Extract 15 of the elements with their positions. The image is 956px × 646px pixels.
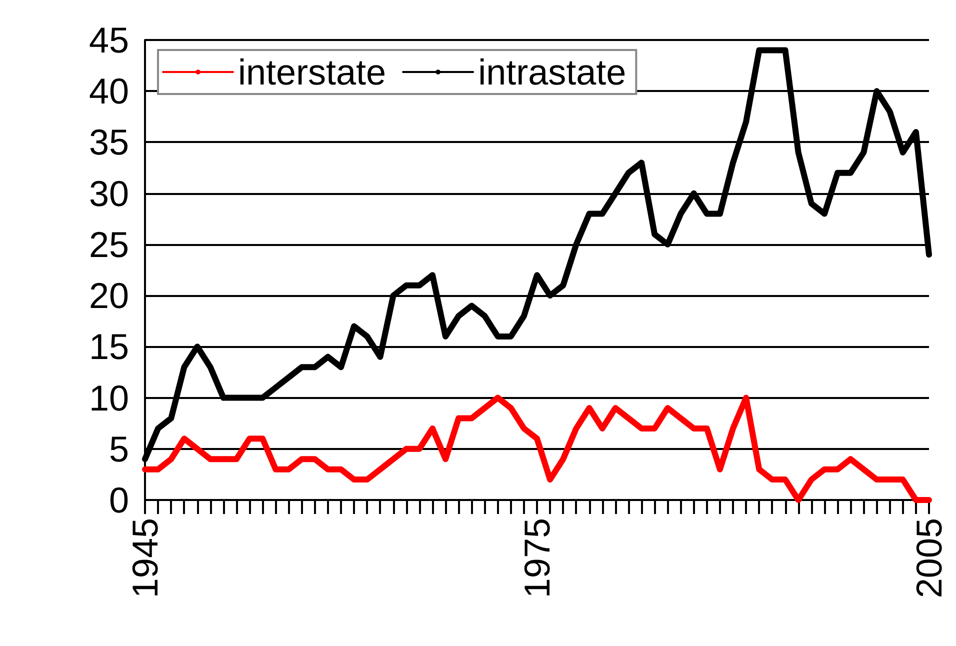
y-tick-label: 30: [88, 172, 129, 214]
y-tick-label: 20: [88, 275, 129, 316]
y-tick-label: 5: [108, 428, 129, 470]
x-tick-label: 2005: [908, 518, 950, 598]
x-tick-label: 1945: [124, 518, 166, 598]
y-tick-label: 40: [88, 70, 129, 112]
y-tick-label: 15: [88, 326, 129, 368]
y-tick-label: 35: [88, 122, 129, 163]
x-tick-label: 1975: [516, 518, 558, 598]
y-tick-label: 25: [88, 224, 129, 265]
y-tick-label: 0: [108, 480, 129, 520]
legend-label: interstate: [238, 52, 386, 92]
y-tick-label: 45: [88, 20, 129, 60]
legend-label: intrastate: [478, 52, 626, 92]
y-tick-label: 10: [88, 377, 129, 418]
